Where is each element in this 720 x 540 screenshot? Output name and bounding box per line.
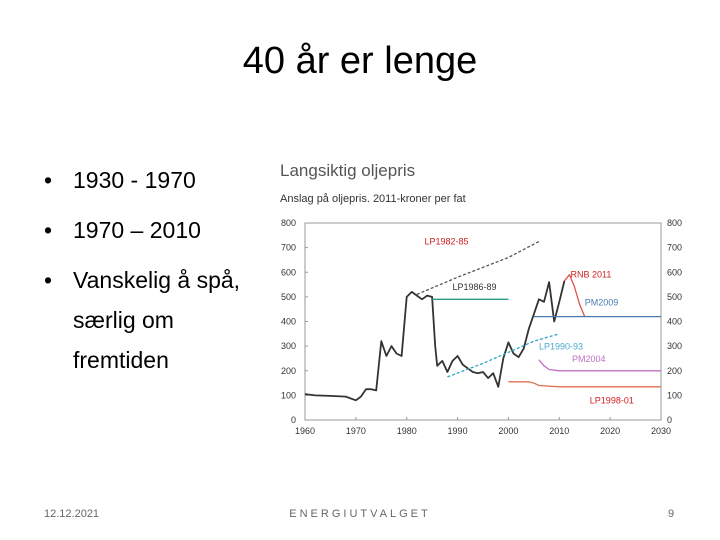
x-tick-label: 2030 (651, 426, 671, 436)
y-tick-label-left: 200 (281, 366, 296, 376)
slide-title: 40 år er lenge (242, 40, 478, 82)
x-tick-label: 1960 (295, 426, 315, 436)
x-tick-label: 2000 (498, 426, 518, 436)
bullet-marker: • (44, 267, 53, 293)
y-tick-label-right: 800 (667, 218, 682, 228)
bullet-text: Vanskelig å spå, særlig om fremtiden (73, 267, 241, 373)
chart-subtitle: Anslag på oljepris. 2011-kroner per fat (280, 193, 466, 205)
bullet-text: 1930 - 1970 (73, 167, 196, 193)
y-tick-label-right: 300 (667, 341, 682, 351)
x-tick-label: 1970 (346, 426, 366, 436)
series-line (538, 359, 661, 372)
series-label: RNB 2011 (570, 270, 611, 280)
series-label: LP1990-93 (539, 341, 583, 351)
chart-layer: 0 0 100 100 200 200 300 300 400 400 500 500 600 600 70… (281, 218, 682, 436)
y-tick-label-right: 700 (667, 243, 682, 253)
series-line (416, 240, 540, 295)
bullet-marker: • (44, 167, 53, 193)
y-tick-label-left: 100 (281, 390, 296, 400)
series-label: LP1998-01 (590, 396, 634, 406)
series-line (508, 381, 661, 388)
y-tick-label-left: 300 (281, 341, 296, 351)
y-tick-label-left: 500 (281, 292, 296, 302)
series-label: LP1982-85 (425, 237, 469, 247)
oil-price-chart: Langsiktig oljepris Anslag på oljepris. … (280, 161, 682, 436)
y-tick-label-right: 0 (667, 415, 672, 425)
bullet-item: • 1930 - 1970 (44, 160, 274, 200)
series-line (304, 280, 566, 402)
y-tick-label-left: 400 (281, 317, 296, 327)
y-tick-label-left: 600 (281, 267, 296, 277)
series-line (447, 333, 560, 378)
y-tick-label-right: 600 (667, 267, 682, 277)
bullet-text: 1970 – 2010 (73, 217, 201, 243)
y-tick-label-right: 100 (667, 390, 682, 400)
y-tick-label-left: 700 (281, 243, 296, 253)
page-number: 9 (668, 508, 675, 520)
series-label: PM2009 (585, 297, 619, 307)
x-tick-label: 2020 (600, 426, 620, 436)
x-tick-label: 1990 (448, 426, 468, 436)
x-tick-label: 2010 (549, 426, 569, 436)
y-tick-label-right: 200 (667, 366, 682, 376)
y-tick-label-left: 0 (291, 415, 296, 425)
series-label: LP1986-89 (452, 282, 496, 292)
y-tick-label-left: 800 (281, 218, 296, 228)
series-line (563, 274, 586, 317)
chart-title: Langsiktig oljepris (280, 161, 415, 180)
x-tick-label: 1980 (397, 426, 417, 436)
plot-frame (304, 222, 662, 421)
bullet-item: • Vanskelig å spå, særlig om fremtiden (44, 260, 274, 380)
bullet-marker: • (44, 217, 53, 243)
series-label: PM2004 (572, 354, 606, 364)
y-tick-label-right: 400 (667, 317, 682, 327)
footer-date: 12.12.2021 (44, 508, 100, 520)
y-tick-label-right: 500 (667, 292, 682, 302)
bullet-list: • 1930 - 1970 • 1970 – 2010 • Vanskelig … (44, 160, 274, 390)
bullet-item: • 1970 – 2010 (44, 210, 274, 250)
footer-center: ENERGIUTVALGET (289, 508, 431, 520)
